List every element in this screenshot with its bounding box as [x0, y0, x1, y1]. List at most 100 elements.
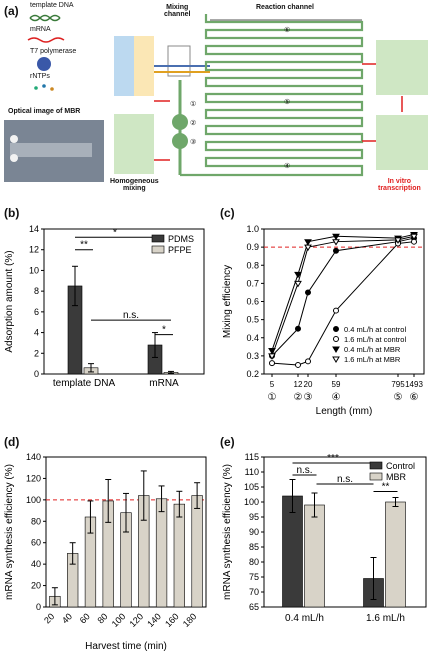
legend-label: 1.6 mL/h at MBR	[344, 355, 401, 364]
legend-marker	[332, 356, 340, 363]
data-point	[304, 239, 312, 246]
legend-template-dna: template DNA	[30, 2, 74, 9]
y-tick-label: 75	[249, 572, 259, 582]
significance-label: n.s.	[296, 465, 312, 476]
y-tick-label: 70	[249, 587, 259, 597]
reaction-channel-label: Reaction channel	[256, 4, 314, 11]
output-box-bottom	[376, 115, 428, 170]
x-tick-label: 140	[145, 611, 163, 629]
bar-mbr-1	[385, 501, 406, 608]
chart-b: 0 2 4 6 8 10 12 14 Adsorption amount (%) template…	[4, 224, 205, 389]
marker-1: ①	[190, 101, 197, 108]
optical-image-label: Optical image of MBR	[8, 108, 81, 115]
y-tick-label: 90	[249, 527, 259, 537]
y-tick-label: 80	[31, 516, 41, 526]
x-axis-label: Harvest time (min)	[85, 641, 167, 652]
x-marker: ⑥	[410, 392, 419, 403]
x-marker: ③	[304, 392, 313, 403]
legend-label: 1.6 mL/h at control	[344, 335, 406, 344]
x-tick-label: 1493	[405, 380, 423, 389]
x-tick-label: 20	[304, 380, 313, 389]
y-tick-label: 12	[29, 245, 39, 255]
chart-e: 65 70 75 80 85 90 95 100 105 110 115 mRNA synthesis…	[222, 452, 427, 624]
data-point	[294, 271, 302, 279]
data-point	[333, 247, 339, 254]
data-point	[305, 358, 311, 365]
data-point	[410, 233, 418, 241]
serpentine-path	[180, 14, 364, 177]
data-point	[333, 307, 339, 314]
x-marker: ⑤	[394, 392, 403, 403]
bar-180	[191, 495, 203, 608]
legend-swatch	[151, 245, 165, 254]
y-tick-label: 140	[26, 452, 41, 462]
data-point	[305, 289, 311, 296]
in-vitro-label: In vitro transcription	[378, 178, 421, 192]
significance-label: *	[113, 227, 117, 238]
x-tick-label: 100	[110, 611, 128, 629]
legend-t7: T7 polymerase	[30, 48, 77, 55]
legend-label: 0.4 mL/h at control	[344, 325, 406, 334]
legend-label: Control	[386, 461, 415, 471]
x-category-label: 1.6 mL/h	[366, 613, 405, 624]
y-tick-label: 110	[245, 467, 259, 477]
t7-polymerase-icon	[37, 57, 51, 71]
x-tick-label: 12	[294, 380, 303, 389]
x-tick-label: 120	[127, 611, 145, 629]
y-tick-label: 0.8	[246, 260, 259, 270]
significance-label: **	[382, 482, 390, 493]
y-tick-label: 10	[29, 265, 39, 275]
y-tick-label: 115	[245, 452, 259, 462]
data-point	[332, 233, 340, 241]
mixing-channel	[154, 45, 210, 175]
schematic-svg	[4, 14, 428, 182]
legend-mrna: mRNA	[30, 26, 51, 33]
legend-label: 0.4 mL/h at MBR	[344, 345, 401, 354]
template-dna-icon	[29, 14, 61, 22]
y-axis-label: Mixing efficiency	[222, 265, 233, 338]
y-tick-label: 105	[244, 482, 259, 492]
y-tick-label: 0.7	[246, 278, 259, 288]
legend-label: PFPE	[168, 245, 192, 255]
legend-marker	[332, 346, 340, 353]
y-tick-label: 0.9	[246, 242, 259, 252]
data-point	[295, 325, 301, 332]
marker-3: ③	[190, 139, 197, 146]
y-tick-label: 0.3	[246, 351, 259, 361]
significance-label: n.s.	[123, 310, 139, 321]
panel-label-e: (e)	[220, 435, 235, 449]
data-point	[332, 239, 340, 246]
panel-label-c: (c)	[220, 206, 235, 220]
legend-swatch	[369, 461, 383, 470]
legend-swatch	[369, 472, 383, 481]
y-tick-label: 120	[26, 473, 41, 483]
significance-label: ***	[327, 453, 339, 464]
y-tick-label: 0.5	[246, 315, 259, 325]
x-axis-label: Length (mm)	[316, 406, 373, 417]
y-tick-label: 8	[34, 286, 39, 296]
panel-label-d: (d)	[4, 435, 20, 449]
data-point	[268, 353, 276, 360]
bar-mbr-0	[304, 504, 325, 608]
legend-rntps: rNTPs	[30, 73, 50, 80]
marker-5: ⑤	[284, 99, 291, 106]
y-tick-label: 0	[36, 602, 41, 612]
panel-label-b: (b)	[4, 206, 20, 220]
marker-6: ⑥	[284, 27, 291, 34]
y-axis-label: mRNA synthesis efficiency (%)	[4, 464, 15, 600]
x-tick-label: 59	[332, 380, 341, 389]
y-tick-label: 95	[249, 512, 259, 522]
homogeneous-label: Homogeneous mixing	[110, 178, 159, 192]
bar-160	[173, 503, 185, 608]
y-tick-label: 40	[31, 559, 41, 569]
y-tick-label: 0	[34, 369, 39, 379]
y-tick-label: 85	[249, 542, 259, 552]
x-tick-label: 160	[163, 611, 181, 629]
y-tick-label: 1.0	[246, 224, 259, 234]
plot-frame	[43, 228, 205, 375]
y-tick-label: 0.6	[246, 297, 259, 307]
x-tick-label: 795	[391, 380, 405, 389]
y-tick-label: 65	[249, 602, 259, 612]
y-tick-label: 0.2	[246, 369, 259, 379]
